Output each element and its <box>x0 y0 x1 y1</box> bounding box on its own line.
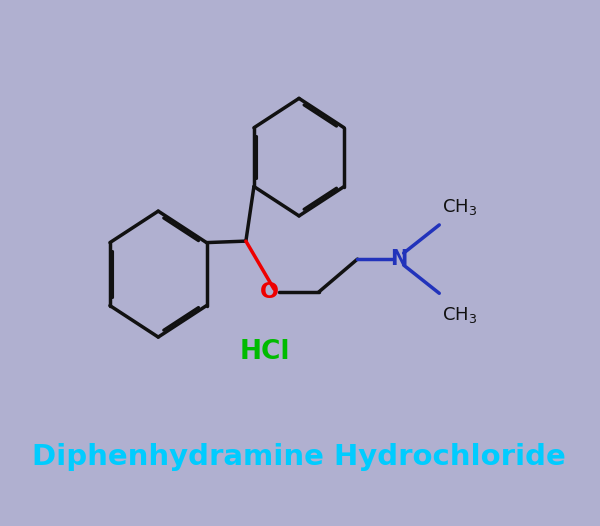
Text: Diphenhydramine Hydrochloride: Diphenhydramine Hydrochloride <box>32 443 566 471</box>
Text: HCl: HCl <box>239 339 290 365</box>
Text: O: O <box>260 282 279 302</box>
Text: CH$_3$: CH$_3$ <box>442 305 477 325</box>
Text: CH$_3$: CH$_3$ <box>442 197 477 217</box>
Text: N: N <box>389 249 407 269</box>
